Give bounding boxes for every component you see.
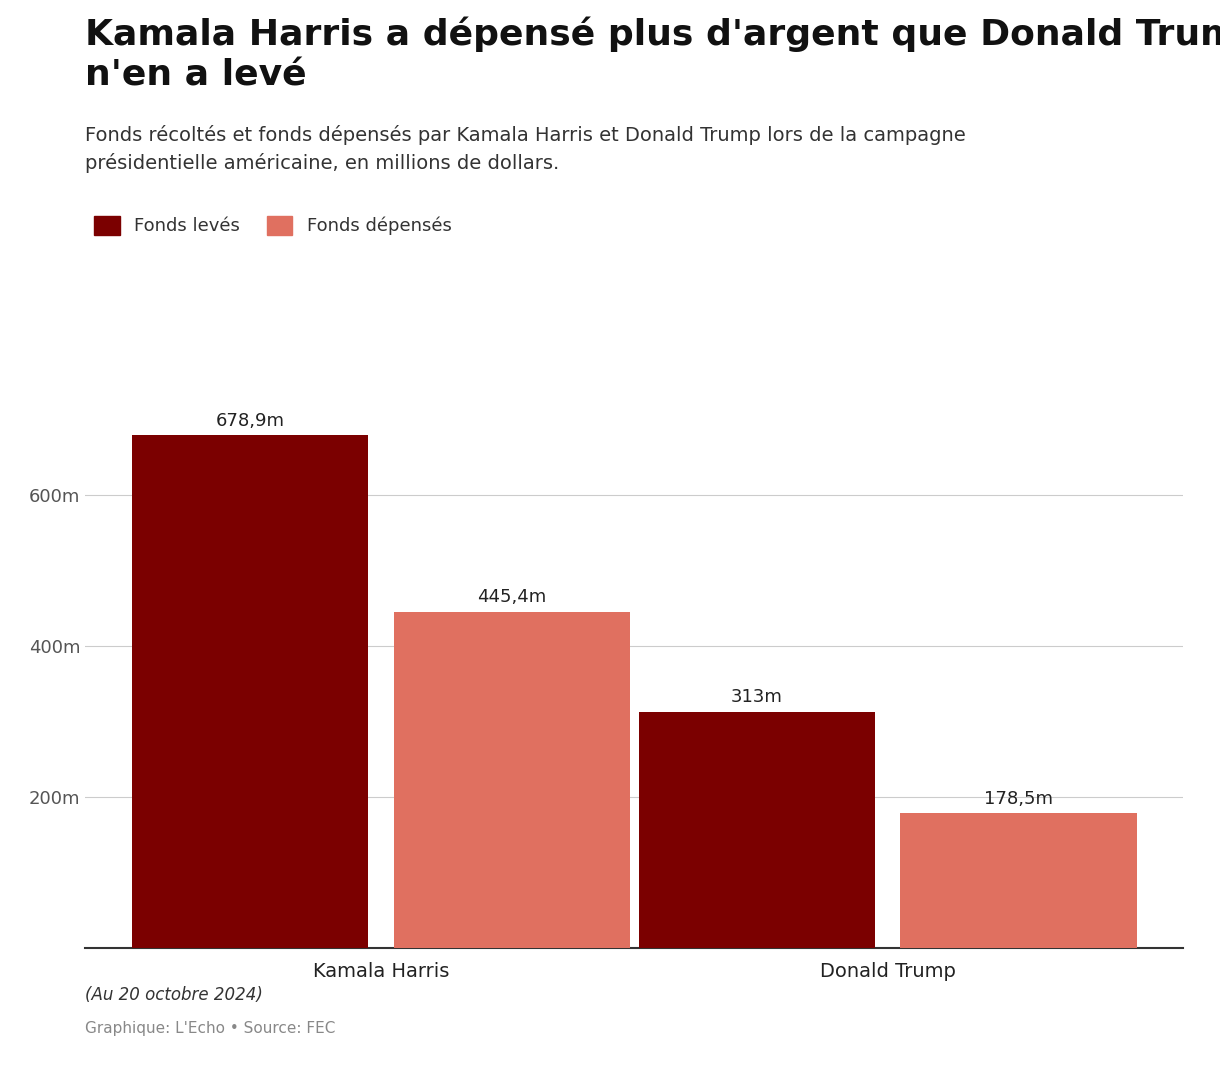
Text: 313m: 313m	[731, 689, 783, 706]
Text: Graphique: L'Echo • Source: FEC: Graphique: L'Echo • Source: FEC	[85, 1021, 336, 1037]
Bar	[132, 435, 368, 948]
Text: 678,9m: 678,9m	[216, 412, 284, 429]
Text: 178,5m: 178,5m	[985, 790, 1053, 808]
Text: 445,4m: 445,4m	[477, 589, 547, 606]
Bar	[900, 813, 1137, 948]
Text: (Au 20 octobre 2024): (Au 20 octobre 2024)	[85, 986, 264, 1005]
Text: Fonds récoltés et fonds dépensés par Kamala Harris et Donald Trump lors de la ca: Fonds récoltés et fonds dépensés par Kam…	[85, 125, 966, 173]
Bar	[638, 712, 875, 948]
Legend: Fonds levés, Fonds dépensés: Fonds levés, Fonds dépensés	[94, 216, 451, 235]
Text: Kamala Harris a dépensé plus d'argent que Donald Trump
n'en a levé: Kamala Harris a dépensé plus d'argent qu…	[85, 16, 1220, 93]
Bar	[394, 611, 631, 948]
